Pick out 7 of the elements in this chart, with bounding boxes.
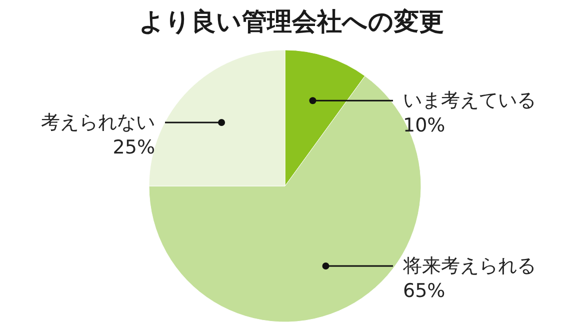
data-label: 25% bbox=[112, 136, 155, 159]
slice-label: 考えられない bbox=[41, 112, 155, 134]
data-label: 65% bbox=[403, 280, 446, 302]
chart-title: より良い管理会社への変更 bbox=[139, 7, 444, 36]
slice-label: 将来考えられる bbox=[402, 254, 536, 277]
slice-label: いま考えている bbox=[403, 90, 536, 112]
data-label: 10% bbox=[403, 114, 446, 137]
